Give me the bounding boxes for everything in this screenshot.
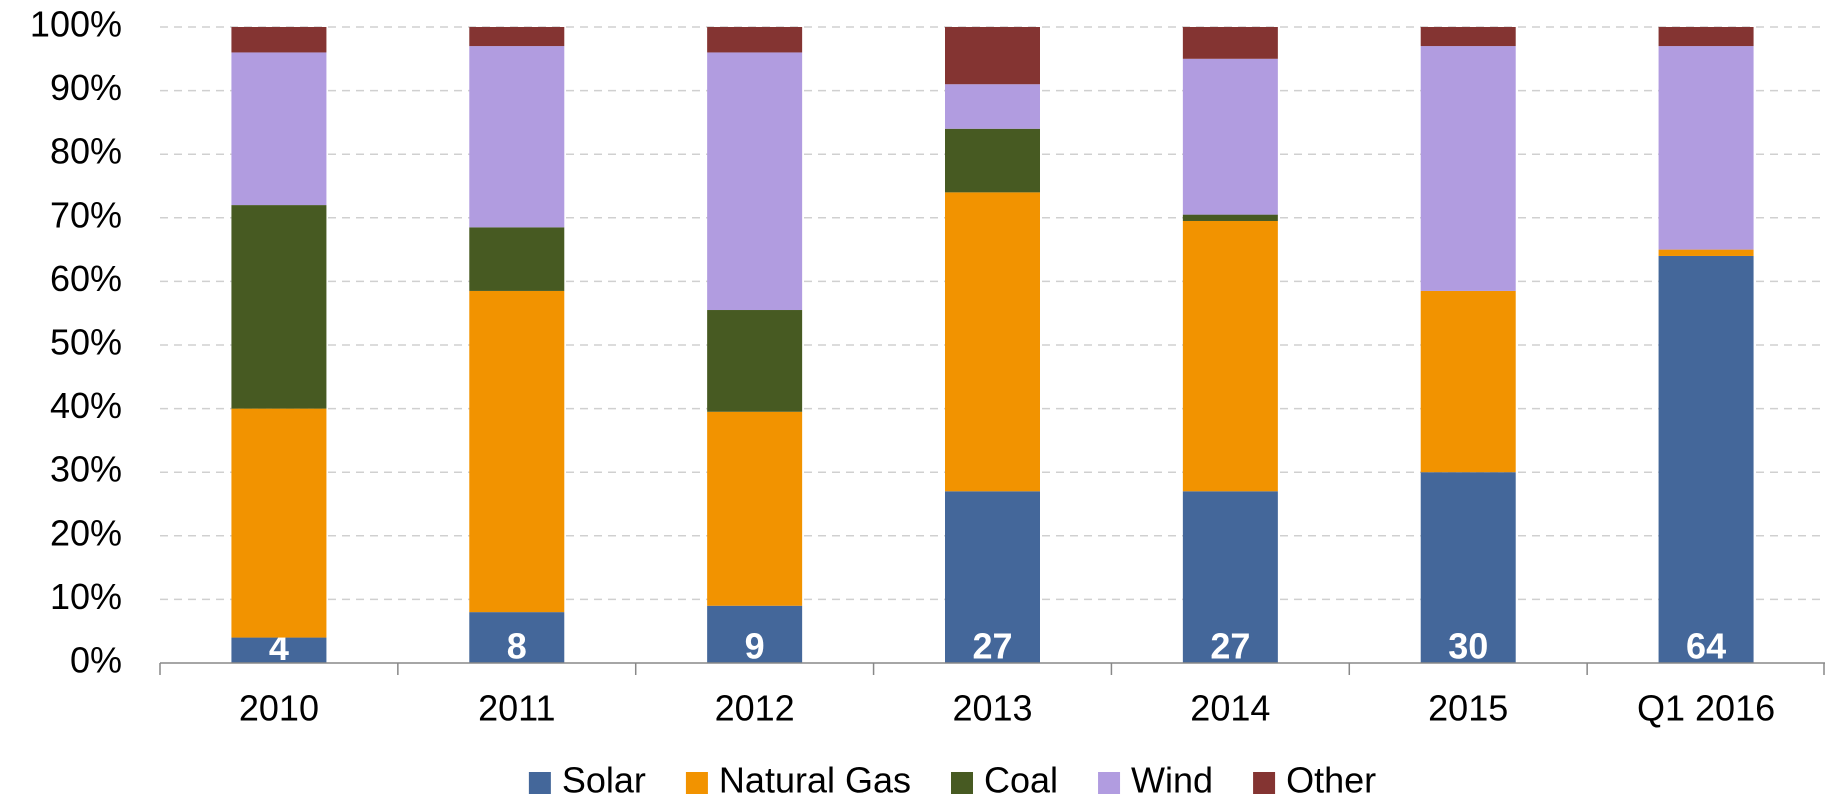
bar-segment xyxy=(945,192,1040,492)
bar-segment xyxy=(231,52,327,206)
bar-segment xyxy=(945,491,1040,663)
legend-swatch xyxy=(1098,772,1121,794)
bar-segment xyxy=(469,46,565,228)
y-tick-label: 40% xyxy=(50,385,122,426)
bar-segment xyxy=(1182,220,1278,492)
bar-segment xyxy=(945,84,1040,129)
bar-segment xyxy=(1420,290,1516,473)
x-tick-label: Q1 2016 xyxy=(1637,688,1775,729)
bar-segment xyxy=(469,227,565,291)
legend-label: Coal xyxy=(984,760,1058,801)
legend-swatch xyxy=(951,772,973,794)
bar-segment xyxy=(1182,27,1278,59)
y-tick-label: 0% xyxy=(70,640,122,681)
x-tick-label: 2011 xyxy=(478,688,555,729)
y-tick-label: 80% xyxy=(50,131,122,172)
data-label: 27 xyxy=(972,626,1012,667)
bar-segment xyxy=(1182,491,1278,663)
bar-segment xyxy=(1420,46,1516,291)
x-tick-label: 2013 xyxy=(952,688,1032,729)
legend-label: Wind xyxy=(1131,760,1213,801)
bar-segment xyxy=(707,605,803,663)
bar-segment xyxy=(707,27,803,53)
legend-swatch xyxy=(1253,772,1276,794)
y-tick-label: 10% xyxy=(50,576,122,617)
bar-segment xyxy=(1420,472,1516,663)
legend-label: Other xyxy=(1286,760,1376,801)
legend-swatch xyxy=(528,772,551,794)
bar-segment xyxy=(707,52,803,311)
bar-segment xyxy=(945,27,1040,85)
y-tick-label: 70% xyxy=(50,194,122,235)
y-tick-label: 30% xyxy=(50,449,122,490)
legend-label: Natural Gas xyxy=(719,760,911,801)
bar-segment xyxy=(1420,27,1516,47)
y-tick-label: 60% xyxy=(50,258,122,299)
x-tick-label: 2015 xyxy=(1428,688,1508,729)
data-label: 9 xyxy=(745,626,765,667)
bar-segment xyxy=(1658,255,1754,663)
data-label: 27 xyxy=(1210,626,1250,667)
bar-segment xyxy=(469,612,565,663)
data-label: 30 xyxy=(1448,626,1488,667)
bar-segment xyxy=(1658,46,1754,250)
legend-swatch xyxy=(685,772,708,794)
bar-segment xyxy=(1182,214,1278,221)
y-tick-label: 20% xyxy=(50,512,122,553)
bar-segment xyxy=(231,408,327,638)
bar-segment xyxy=(1182,58,1278,215)
bar-segment xyxy=(231,637,327,663)
x-tick-label: 2014 xyxy=(1190,688,1270,729)
bar-segment xyxy=(231,205,327,409)
legend-label: Solar xyxy=(562,760,646,801)
bar-segment xyxy=(469,27,565,47)
y-tick-label: 50% xyxy=(50,322,122,363)
y-tick-label: 100% xyxy=(30,4,122,45)
bar-segment xyxy=(707,310,803,412)
bar-segment xyxy=(1658,249,1754,256)
y-tick-label: 90% xyxy=(50,67,122,108)
data-label: 64 xyxy=(1686,626,1726,667)
bar-segment xyxy=(945,128,1040,193)
x-tick-label: 2010 xyxy=(239,688,319,729)
data-label: 8 xyxy=(507,626,527,667)
bar-segment xyxy=(469,290,565,613)
bar-segment xyxy=(707,411,803,606)
bar-segment xyxy=(1658,27,1754,47)
x-tick-label: 2012 xyxy=(715,688,795,729)
bar-segment xyxy=(231,27,327,53)
